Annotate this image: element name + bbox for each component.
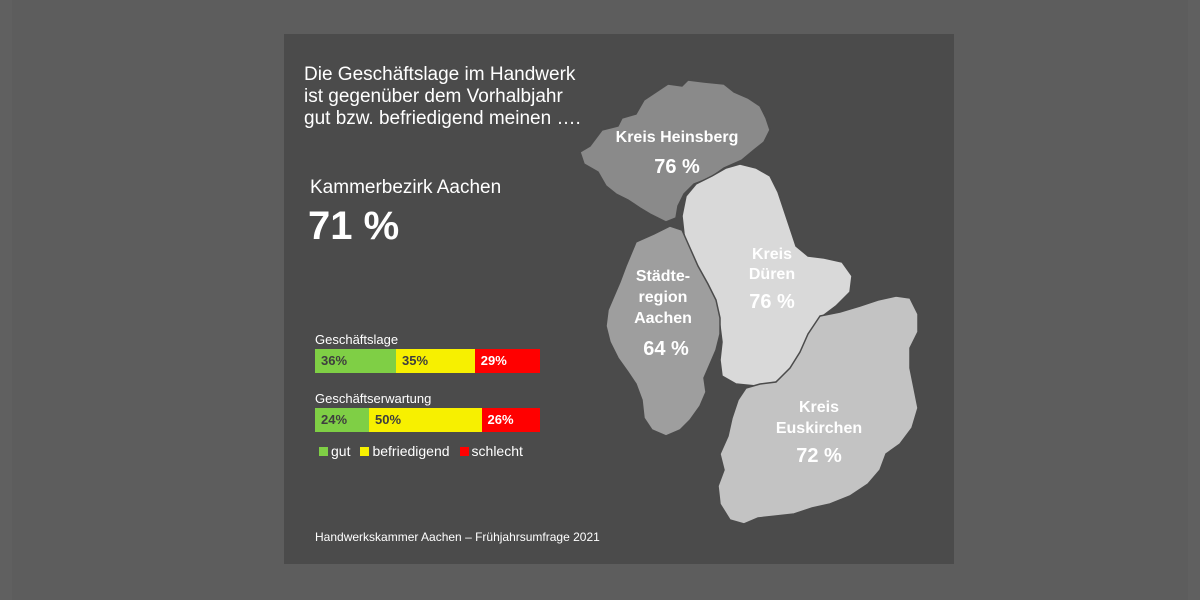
footer-source: Handwerkskammer Aachen – Frühjahrsumfrag… (315, 530, 600, 544)
region-dueren-name-line-2: Düren (749, 266, 795, 283)
geschaeftserwartung-title: Geschäftserwartung (315, 391, 432, 406)
headline: Die Geschäftslage im Handwerk ist gegenü… (304, 64, 604, 130)
geschaeftslage-bar: 36% 35% 29% (315, 349, 540, 373)
region-heinsberg-name: Kreis Heinsberg (616, 129, 739, 146)
region-aachen-name-line-3: Aachen (634, 310, 692, 327)
legend-label-gut: gut (331, 443, 351, 459)
summary-region-name: Kammerbezirk Aachen (310, 177, 502, 198)
legend-item-befriedigend: befriedigend (360, 443, 450, 459)
geschaeftserwartung-befriedigend-segment: 50% (369, 408, 482, 432)
region-heinsberg-value: 76 % (654, 156, 700, 178)
geschaeftserwartung-bar: 24% 50% 26% (315, 408, 540, 432)
legend-swatch-gut (319, 446, 328, 456)
region-dueren-value: 76 % (749, 291, 795, 313)
legend-label-schlecht: schlecht (471, 443, 523, 459)
region-dueren-name-line-1: Kreis (752, 246, 792, 263)
region-aachen-name-line-2: region (639, 289, 688, 306)
legend-item-schlecht: schlecht (459, 443, 523, 459)
headline-line-2: ist gegenüber dem Vorhalbjahr (304, 86, 563, 107)
geschaeftserwartung-gut-segment: 24% (315, 408, 369, 432)
headline-line-3: gut bzw. befriedigend meinen …. (304, 108, 581, 129)
region-aachen-shape (605, 225, 721, 437)
legend-item-gut: gut (319, 443, 350, 459)
legend-swatch-befriedigend (360, 446, 370, 456)
legend: gut befriedigend schlecht (319, 443, 523, 459)
legend-swatch-schlecht (459, 446, 469, 456)
region-euskirchen-value: 72 % (796, 445, 842, 467)
legend-label-befriedigend: befriedigend (372, 443, 450, 459)
region-euskirchen-name-line-1: Kreis (799, 399, 839, 416)
right-border-strip (1188, 0, 1200, 600)
geschaeftslage-gut-segment: 36% (315, 349, 396, 373)
region-euskirchen-name-line-2: Euskirchen (776, 420, 862, 437)
geschaeftserwartung-schlecht-segment: 26% (481, 408, 540, 432)
summary-region-value: 71 % (308, 204, 400, 248)
geschaeftslage-schlecht-segment: 29% (474, 349, 540, 373)
region-aachen-name-line-1: Städte- (636, 268, 690, 285)
region-euskirchen-shape (717, 295, 919, 525)
region-heinsberg-shape (579, 79, 771, 223)
headline-line-1: Die Geschäftslage im Handwerk (304, 64, 576, 85)
region-map: Kreis Heinsberg 76 % Kreis Düren 76 % St… (579, 79, 919, 525)
geschaeftslage-befriedigend-segment: 35% (396, 349, 475, 373)
region-aachen-value: 64 % (643, 338, 689, 360)
geschaeftslage-title: Geschäftslage (315, 332, 399, 347)
infographic-panel: Die Geschäftslage im Handwerk ist gegenü… (284, 34, 954, 564)
left-border-strip (0, 0, 12, 600)
